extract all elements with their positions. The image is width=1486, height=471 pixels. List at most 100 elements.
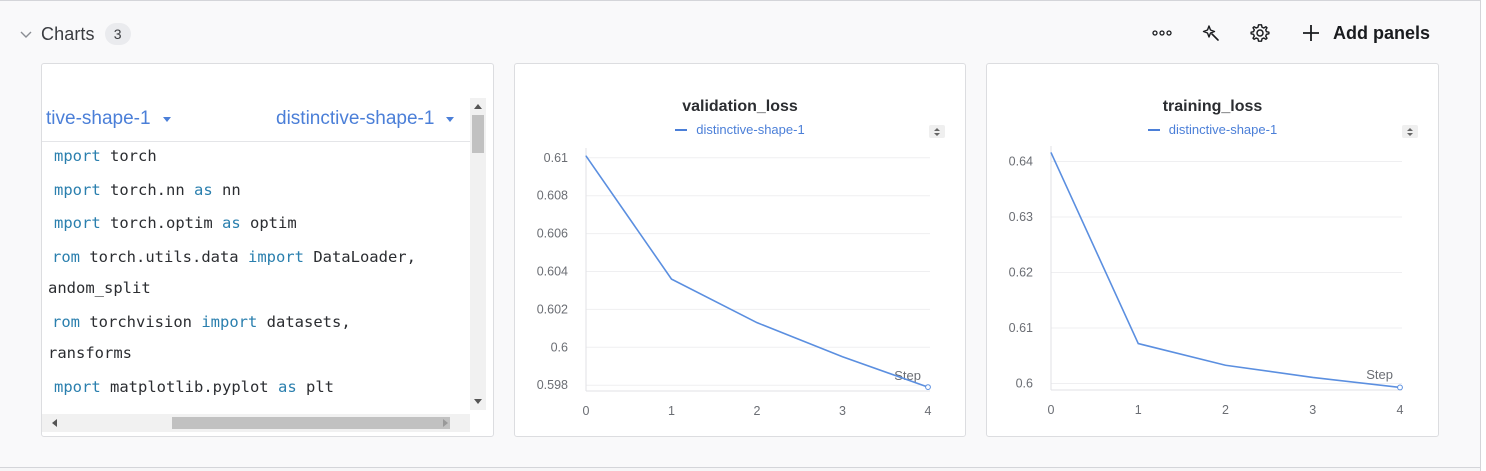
y-tick-label: 0.6 bbox=[551, 340, 568, 354]
validation-loss-chart: 0.598 0.6 0.602 0.604 0.606 0.608 0.61 0 1 2 3 4 Ste… bbox=[537, 148, 932, 418]
chart-title: training_loss bbox=[1162, 98, 1263, 115]
caret-down-icon bbox=[162, 116, 171, 122]
caret-down-icon bbox=[446, 116, 455, 122]
legend-toggle-icon[interactable] bbox=[929, 125, 945, 138]
code-line: mport torch.nn as nn bbox=[54, 181, 241, 199]
code-text: DataLoader, bbox=[303, 248, 416, 266]
y-tick-label: 0.608 bbox=[537, 189, 568, 203]
code-keyword: rom bbox=[52, 313, 80, 331]
code-keyword: as bbox=[194, 181, 213, 199]
y-tick-label: 0.63 bbox=[1009, 210, 1033, 224]
code-text: torch.nn bbox=[100, 181, 194, 199]
chart-legend: distinctive-shape-1 bbox=[987, 122, 1438, 137]
x-tick-label: 4 bbox=[1397, 403, 1404, 417]
scroll-left-arrow-icon[interactable] bbox=[52, 419, 57, 427]
y-tick-label: 0.64 bbox=[1009, 154, 1033, 168]
scrollbar-thumb[interactable] bbox=[472, 115, 484, 153]
code-text: datasets, bbox=[257, 313, 351, 331]
page-edge bbox=[1480, 0, 1486, 471]
code-text: matplotlib.pyplot bbox=[100, 378, 278, 396]
code-line: ransforms bbox=[48, 344, 132, 362]
code-line: mport torch bbox=[54, 147, 157, 165]
horizontal-scrollbar[interactable] bbox=[42, 414, 470, 432]
chevron-down-icon[interactable] bbox=[18, 26, 34, 42]
scrollbar-thumb[interactable] bbox=[172, 417, 450, 429]
y-tick-label: 0.6 bbox=[1016, 377, 1033, 391]
x-tick-label: 3 bbox=[1309, 403, 1316, 417]
x-tick-label: 2 bbox=[1222, 403, 1229, 417]
more-horizontal-icon[interactable] bbox=[1146, 17, 1178, 49]
code-text: ransforms bbox=[48, 344, 132, 362]
section-toolbar: Add panels bbox=[1146, 17, 1430, 49]
code-panel-header: tive-shape-1 distinctive-shape-1 bbox=[42, 94, 470, 142]
y-tick-label: 0.62 bbox=[1009, 265, 1033, 279]
code-keyword: mport bbox=[54, 147, 101, 165]
right-run-label: distinctive-shape-1 bbox=[276, 108, 435, 129]
code-keyword: as bbox=[222, 214, 241, 232]
x-tick-label: 4 bbox=[925, 404, 932, 418]
legend-toggle-icon[interactable] bbox=[1402, 125, 1418, 138]
training-loss-panel[interactable]: 0.6 0.61 0.62 0.63 0.64 0 1 2 3 4 Step training_lo… bbox=[986, 63, 1439, 437]
chart-title: validation_loss bbox=[682, 98, 798, 115]
section-title: Charts bbox=[41, 23, 95, 44]
validation-loss-panel[interactable]: 0.598 0.6 0.602 0.604 0.606 0.608 0.61 0 1 2 3 4 Ste… bbox=[514, 63, 966, 437]
y-tick-label: 0.598 bbox=[537, 378, 568, 392]
code-text: torch.utils.data bbox=[80, 248, 248, 266]
legend-swatch bbox=[675, 128, 688, 131]
legend-label: distinctive-shape-1 bbox=[696, 122, 805, 137]
code-line: rom torch.utils.data import DataLoader, bbox=[52, 248, 416, 266]
code-text: torch bbox=[100, 147, 157, 165]
code-keyword: mport bbox=[54, 181, 101, 199]
code-keyword: as bbox=[277, 378, 297, 396]
code-view[interactable]: mport torch mport torch.nn as nn mport tor… bbox=[42, 142, 470, 404]
chart-legend: distinctive-shape-1 bbox=[515, 122, 965, 137]
code-line: mport torch.optim as optim bbox=[54, 214, 297, 232]
legend-swatch bbox=[1147, 128, 1160, 131]
x-tick-label: 1 bbox=[1135, 403, 1142, 417]
y-tick-label: 0.606 bbox=[537, 227, 568, 241]
x-tick-label: 1 bbox=[668, 404, 675, 418]
sparkle-wand-icon[interactable] bbox=[1195, 17, 1227, 49]
data-point bbox=[925, 384, 931, 391]
section-header[interactable]: Charts 3 bbox=[18, 21, 131, 47]
y-tick-label: 0.604 bbox=[537, 265, 568, 279]
plus-icon bbox=[1301, 23, 1321, 43]
x-tick-label: 0 bbox=[583, 404, 590, 418]
code-keyword: import bbox=[201, 313, 258, 331]
code-keyword: import bbox=[247, 248, 304, 266]
y-tick-label: 0.61 bbox=[544, 151, 568, 165]
data-point bbox=[1397, 384, 1403, 391]
gear-icon[interactable] bbox=[1244, 17, 1276, 49]
panel-count-badge: 3 bbox=[104, 23, 131, 45]
add-panels-label: Add panels bbox=[1333, 22, 1431, 43]
code-keyword: rom bbox=[52, 248, 80, 266]
code-text: nn bbox=[212, 181, 241, 199]
code-text: optim bbox=[240, 214, 297, 232]
x-axis-label: Step bbox=[894, 368, 921, 383]
code-keyword: mport bbox=[54, 214, 101, 232]
left-run-label: tive-shape-1 bbox=[46, 108, 151, 129]
code-text: torchvision bbox=[80, 313, 202, 331]
scroll-down-arrow-icon[interactable] bbox=[474, 399, 482, 404]
x-tick-label: 0 bbox=[1048, 403, 1055, 417]
scroll-right-arrow-icon[interactable] bbox=[443, 419, 448, 427]
y-tick-label: 0.602 bbox=[537, 302, 568, 316]
add-panels-button[interactable]: Add panels bbox=[1301, 23, 1430, 44]
series-line[interactable] bbox=[1050, 152, 1401, 389]
scroll-up-arrow-icon[interactable] bbox=[474, 104, 482, 109]
x-tick-label: 2 bbox=[754, 404, 761, 418]
vertical-scrollbar[interactable] bbox=[470, 98, 486, 410]
code-text: plt bbox=[296, 378, 334, 396]
code-line: andom_split bbox=[48, 279, 151, 297]
training-loss-chart: 0.6 0.61 0.62 0.63 0.64 0 1 2 3 4 Step bbox=[1009, 146, 1404, 417]
code-line: mport matplotlib.pyplot as plt bbox=[54, 378, 334, 396]
code-line: rom torchvision import datasets, bbox=[52, 313, 351, 331]
left-run-selector[interactable]: tive-shape-1 bbox=[46, 108, 171, 130]
code-text: torch.optim bbox=[100, 214, 222, 232]
right-run-selector[interactable]: distinctive-shape-1 bbox=[276, 108, 455, 130]
code-diff-panel: tive-shape-1 distinctive-shape-1 mport t… bbox=[41, 63, 494, 437]
legend-label: distinctive-shape-1 bbox=[1168, 122, 1278, 137]
y-tick-label: 0.61 bbox=[1009, 321, 1033, 335]
code-text: andom_split bbox=[48, 279, 151, 297]
